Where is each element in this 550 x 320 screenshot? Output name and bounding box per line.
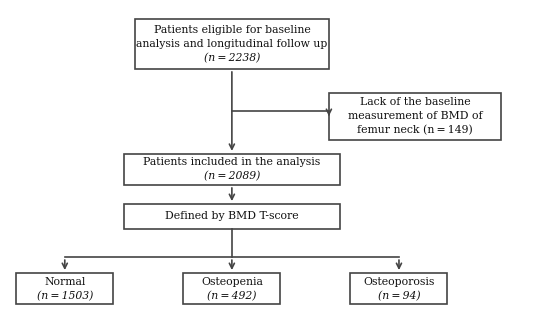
Text: Osteoporosis: Osteoporosis [364, 276, 434, 286]
Text: Lack of the baseline: Lack of the baseline [360, 97, 470, 107]
FancyBboxPatch shape [124, 154, 340, 185]
Text: Patients included in the analysis: Patients included in the analysis [143, 157, 321, 167]
Text: (n = 2238): (n = 2238) [204, 53, 260, 63]
Text: femur neck (n = 149): femur neck (n = 149) [358, 125, 473, 135]
Text: analysis and longitudinal follow up: analysis and longitudinal follow up [136, 39, 328, 49]
Text: Defined by BMD T-score: Defined by BMD T-score [165, 212, 299, 221]
Text: Normal: Normal [44, 276, 85, 286]
Text: (n = 492): (n = 492) [207, 291, 257, 301]
Text: (n = 1503): (n = 1503) [37, 291, 93, 301]
FancyBboxPatch shape [16, 273, 113, 304]
Text: (n = 94): (n = 94) [378, 291, 420, 301]
Text: Patients eligible for baseline: Patients eligible for baseline [153, 25, 310, 35]
FancyBboxPatch shape [329, 92, 502, 140]
FancyBboxPatch shape [124, 204, 340, 229]
Text: measurement of BMD of: measurement of BMD of [348, 111, 482, 121]
FancyBboxPatch shape [183, 273, 280, 304]
Text: (n = 2089): (n = 2089) [204, 171, 260, 182]
FancyBboxPatch shape [350, 273, 448, 304]
FancyBboxPatch shape [135, 19, 329, 69]
Text: Osteopenia: Osteopenia [201, 276, 263, 286]
